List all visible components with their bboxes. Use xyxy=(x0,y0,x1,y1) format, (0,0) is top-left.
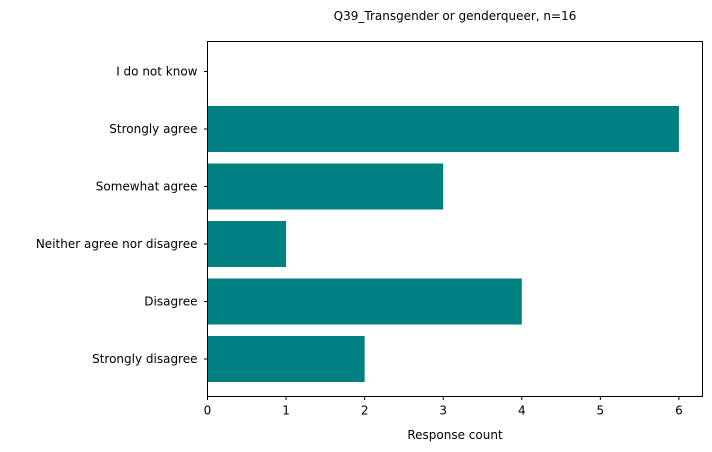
bar xyxy=(207,278,522,325)
bar xyxy=(207,336,365,382)
x-tick-label: 3 xyxy=(439,404,447,418)
x-tick-label: 1 xyxy=(282,404,290,418)
bar xyxy=(207,163,444,210)
bar xyxy=(207,106,679,152)
x-tick-label: 4 xyxy=(518,404,526,418)
chart-title: Q39_Transgender or genderqueer, n=16 xyxy=(334,9,577,23)
x-tick-label: 6 xyxy=(675,404,683,418)
y-axis: Strongly disagree Disagree Neither agree n… xyxy=(36,65,208,366)
y-tick-label: Strongly agree xyxy=(109,122,197,136)
x-axis: 0 1 2 3 4 5 6 xyxy=(204,396,683,418)
y-tick-label: Strongly disagree xyxy=(92,352,197,366)
x-axis-label: Response count xyxy=(407,428,503,442)
plot-frame xyxy=(207,41,703,397)
x-tick-label: 0 xyxy=(204,404,212,418)
bar xyxy=(207,221,287,267)
y-tick-label: Somewhat agree xyxy=(96,180,198,194)
bars-group xyxy=(207,106,679,382)
y-tick-label: Disagree xyxy=(144,295,197,309)
x-tick-label: 5 xyxy=(597,404,605,418)
x-tick-label: 2 xyxy=(361,404,369,418)
y-tick-label: I do not know xyxy=(116,65,197,79)
y-tick-label: Neither agree nor disagree xyxy=(36,237,198,251)
